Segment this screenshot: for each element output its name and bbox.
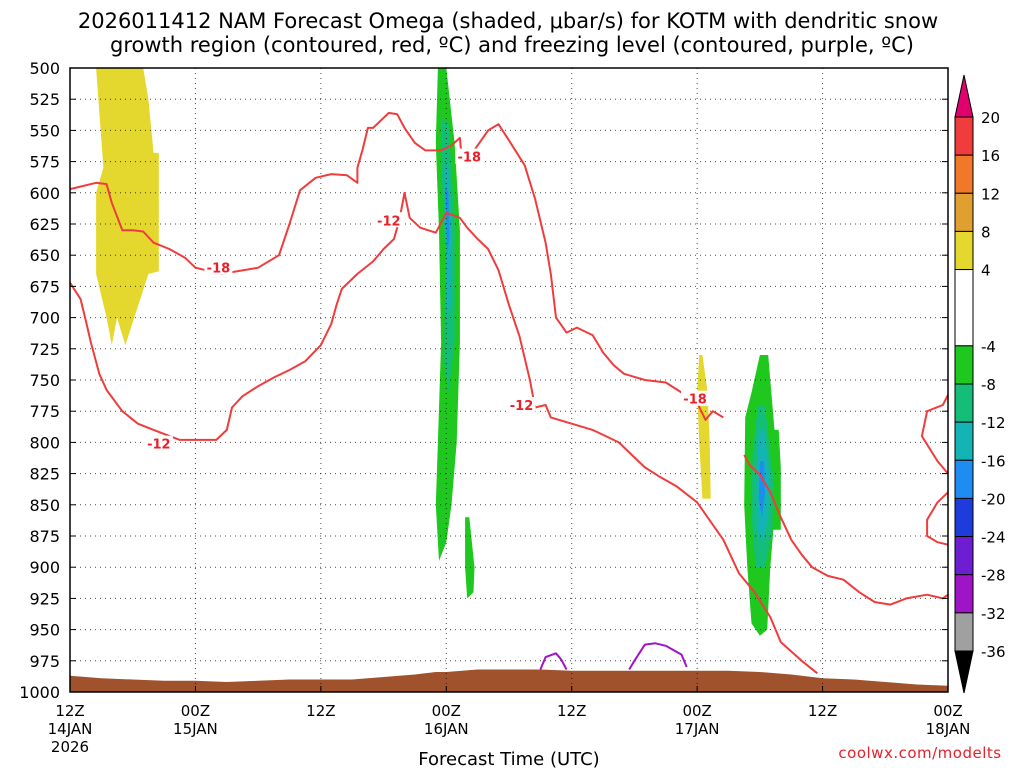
colorbar-label-0: 20 — [981, 109, 1000, 127]
y-tick-label-875: 875 — [29, 527, 60, 546]
y-tick-label-725: 725 — [29, 340, 60, 359]
dgz-contour-1 — [69, 191, 818, 675]
y-tick-label-675: 675 — [29, 277, 60, 296]
y-tick-label-950: 950 — [29, 621, 60, 640]
contour-label-bg-3 — [374, 212, 403, 228]
dgz-contour-3 — [920, 394, 949, 475]
omega-region-5 — [465, 517, 475, 599]
x-tick-label-year-0: 2026 — [51, 738, 89, 756]
x-tick-label-time-0: 12Z — [55, 702, 84, 720]
colorbar-label-2: 12 — [981, 185, 1000, 203]
contour-label-bg-0 — [455, 148, 484, 164]
x-tick-label-time-1: 00Z — [181, 702, 210, 720]
y-tick-label-650: 650 — [29, 246, 60, 265]
colorbar-bin-9 — [954, 459, 974, 499]
colorbar-bottom-arrow — [954, 650, 974, 694]
x-tick-label-date-1: 15JAN — [173, 720, 218, 738]
x-tick-label-time-4: 12Z — [557, 702, 586, 720]
contour-label-5: -12 — [510, 399, 534, 414]
x-tick-label-time-5: 00Z — [682, 702, 711, 720]
colorbar-label-7: -12 — [981, 414, 1006, 432]
contour-label-3: -12 — [377, 214, 401, 229]
y-tick-label-550: 550 — [29, 121, 60, 140]
colorbar-label-1: 16 — [981, 147, 1000, 165]
x-tick-label-time-2: 12Z — [306, 702, 335, 720]
colorbar-bin-3 — [954, 192, 974, 232]
colorbar-bin-5 — [954, 269, 974, 347]
y-tick-label-975: 975 — [29, 652, 60, 671]
contour-label-4: -12 — [147, 438, 171, 453]
plot-frame — [69, 67, 949, 693]
y-tick-label-625: 625 — [29, 215, 60, 234]
y-tick-label-900: 900 — [29, 558, 60, 577]
colorbar-bin-4 — [954, 230, 974, 271]
colorbar: 20 16 12 8 4 -4 -8 -12 -16 -20 -24 -28 -32 -36 — [954, 74, 1006, 694]
contour-label-0: -18 — [458, 151, 482, 166]
x-axis-label: Forecast Time (UTC) — [418, 749, 599, 768]
colorbar-bin-7 — [954, 383, 974, 423]
contour-label-bg-4 — [144, 435, 173, 451]
x-tick-label-time-6: 12Z — [808, 702, 837, 720]
colorbar-bin-10 — [954, 497, 974, 538]
x-tick-label-time-3: 00Z — [432, 702, 461, 720]
y-tick-label-850: 850 — [29, 496, 60, 515]
x-tick-label-date-3: 16JAN — [424, 720, 469, 738]
colorbar-bin-6 — [954, 345, 974, 385]
colorbar-label-8: -16 — [981, 452, 1006, 470]
colorbar-bin-8 — [954, 421, 974, 461]
y-tick-label-525: 525 — [29, 90, 60, 109]
chart-title-line-2: growth region (contoured, red, ºC) and f… — [110, 33, 914, 57]
contour-label-bg-1 — [204, 259, 233, 275]
colorbar-bin-13 — [954, 612, 974, 652]
colorbar-label-10: -24 — [981, 529, 1006, 547]
y-tick-label-925: 925 — [29, 589, 60, 608]
y-tick-label-1000: 1000 — [19, 683, 60, 702]
omega-region-0 — [96, 68, 159, 346]
colorbar-label-3: 8 — [981, 223, 991, 241]
x-tick-label-date-7: 18JAN — [926, 720, 971, 738]
colorbar-label-6: -8 — [981, 376, 996, 394]
y-tick-label-575: 575 — [29, 153, 60, 172]
dgz-contour-0 — [69, 111, 724, 421]
y-tick-label-825: 825 — [29, 465, 60, 484]
freezing-level-contour-6 — [628, 642, 688, 671]
colorbar-label-5: -4 — [981, 338, 996, 356]
contour-label-bg-2 — [681, 390, 710, 406]
colorbar-bin-1 — [954, 116, 974, 156]
colorbar-label-12: -32 — [981, 605, 1006, 623]
x-tick-label-date-0: 14JAN — [48, 720, 93, 738]
colorbar-bin-11 — [954, 536, 974, 576]
terrain-surface — [70, 669, 948, 692]
colorbar-top-arrow — [954, 74, 974, 118]
colorbar-bin-12 — [954, 574, 974, 614]
colorbar-label-9: -20 — [981, 490, 1006, 508]
colorbar-label-11: -28 — [981, 567, 1006, 585]
colorbar-label-13: -36 — [981, 643, 1006, 661]
plot-area: -18 -18 -18 -12 -12 -12 — [69, 67, 949, 693]
y-tick-label-750: 750 — [29, 371, 60, 390]
y-tick-label-800: 800 — [29, 433, 60, 452]
chart-title-line-1: 2026011412 NAM Forecast Omega (shaded, μ… — [78, 9, 938, 33]
credit-text: coolwx.com/modelts — [838, 744, 1001, 762]
x-tick-label-date-5: 17JAN — [675, 720, 720, 738]
y-tick-label-700: 700 — [29, 309, 60, 328]
freezing-level-contour-5 — [539, 652, 568, 670]
x-tick-label-time-7: 00Z — [933, 702, 962, 720]
contour-label-2: -18 — [683, 393, 707, 408]
y-tick-label-775: 775 — [29, 402, 60, 421]
contour-label-bg-5 — [507, 396, 536, 412]
dgz-contour-4 — [926, 491, 949, 546]
colorbar-label-4: 4 — [981, 262, 991, 280]
dgz-contour-2 — [743, 454, 949, 606]
colorbar-bin-2 — [954, 154, 974, 194]
y-tick-label-500: 500 — [29, 59, 60, 78]
y-tick-label-600: 600 — [29, 184, 60, 203]
contour-label-1: -18 — [207, 262, 231, 277]
y-axis-tick-labels: 500 525 550 575 600 625 650 675 700 725 750 775 800 8… — [19, 59, 60, 702]
omega-region-6 — [697, 355, 711, 499]
